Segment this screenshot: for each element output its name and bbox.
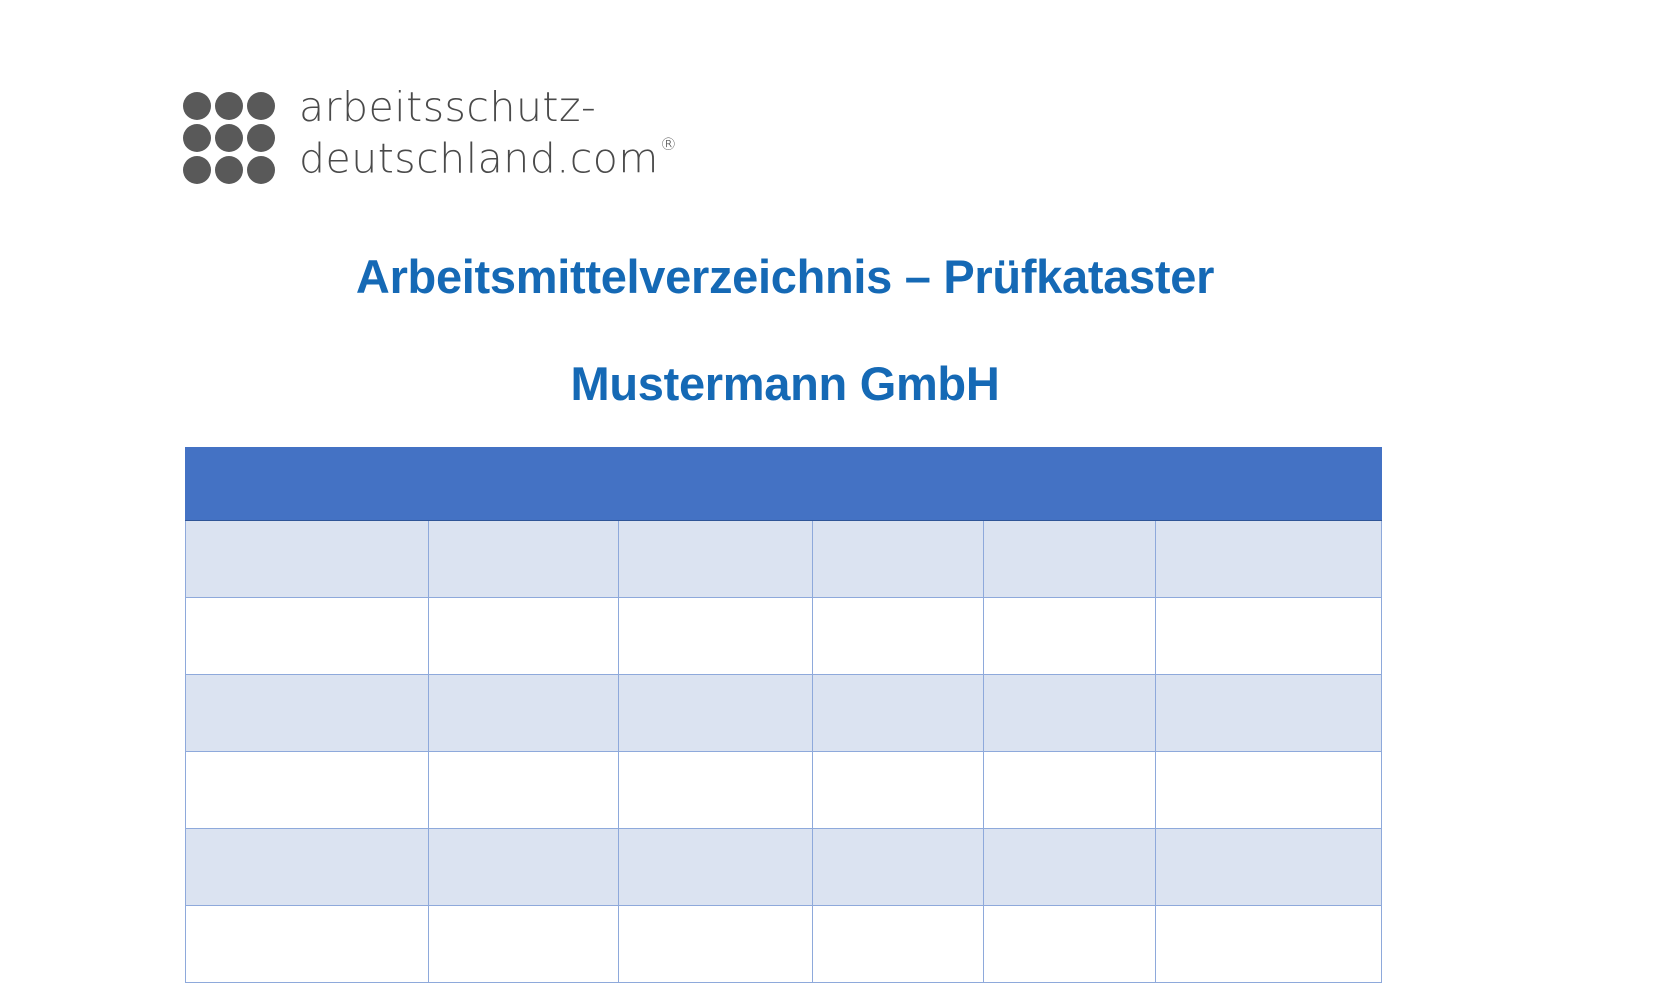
nine-dots-grid-icon	[183, 92, 277, 186]
table-cell[interactable]	[428, 751, 619, 829]
table-cell[interactable]	[811, 905, 985, 983]
table-cell[interactable]	[184, 828, 430, 906]
table-cell[interactable]	[428, 674, 619, 752]
table-cell[interactable]	[1155, 905, 1382, 983]
table-cell[interactable]	[1155, 520, 1382, 598]
table-body	[184, 520, 1382, 983]
table-cell[interactable]	[983, 751, 1157, 829]
table-cell[interactable]	[428, 597, 619, 675]
logo-dot	[247, 156, 275, 184]
table-cell[interactable]	[617, 828, 813, 906]
table-cell[interactable]	[184, 905, 430, 983]
table-cell[interactable]	[983, 597, 1157, 675]
table-header-cell	[1155, 447, 1382, 521]
page-title: Arbeitsmittelverzeichnis – Prüfkataster	[355, 250, 1215, 303]
logo-dot	[183, 124, 211, 152]
table-cell[interactable]	[811, 751, 985, 829]
table-row[interactable]	[184, 674, 1382, 752]
logo-wordmark: arbeitsschutz-deutschland.com®	[299, 83, 678, 183]
table-cell[interactable]	[983, 905, 1157, 983]
table-cell[interactable]	[1155, 828, 1382, 906]
table-cell[interactable]	[617, 751, 813, 829]
page-subtitle: Mustermann GmbH	[570, 357, 1000, 410]
table-cell[interactable]	[983, 674, 1157, 752]
table-cell[interactable]	[184, 674, 430, 752]
table-cell[interactable]	[983, 520, 1157, 598]
logo-wordmark-line-2: deutschland.com	[299, 134, 659, 183]
table-cell[interactable]	[617, 520, 813, 598]
table-cell[interactable]	[617, 905, 813, 983]
table-header-cell	[811, 447, 985, 521]
table-row[interactable]	[184, 828, 1382, 906]
table-cell[interactable]	[1155, 597, 1382, 675]
registered-trademark-icon: ®	[659, 135, 678, 155]
table-header-row	[184, 447, 1382, 521]
table-header-cell	[428, 447, 619, 521]
table-row[interactable]	[184, 905, 1382, 983]
table-header-cell	[617, 447, 813, 521]
logo-dot	[247, 124, 275, 152]
logo-dot	[183, 92, 211, 120]
logo-dot	[215, 92, 243, 120]
table-cell[interactable]	[428, 905, 619, 983]
logo-dot	[215, 124, 243, 152]
table-cell[interactable]	[428, 520, 619, 598]
logo-dot	[247, 92, 275, 120]
table-cell[interactable]	[184, 520, 430, 598]
table-cell[interactable]	[811, 674, 985, 752]
table-cell[interactable]	[1155, 751, 1382, 829]
logo-dot	[183, 156, 211, 184]
logo-wordmark-line-1: arbeitsschutz-	[299, 83, 597, 131]
table-cell[interactable]	[617, 597, 813, 675]
table-row[interactable]	[184, 597, 1382, 675]
table-cell[interactable]	[1155, 674, 1382, 752]
table-row[interactable]	[184, 751, 1382, 829]
table-header-cell	[184, 447, 430, 521]
table-cell[interactable]	[184, 597, 430, 675]
table-cell[interactable]	[811, 828, 985, 906]
logo-dot	[215, 156, 243, 184]
table-cell[interactable]	[983, 828, 1157, 906]
equipment-register-table	[184, 447, 1382, 983]
table-cell[interactable]	[811, 597, 985, 675]
site-logo: arbeitsschutz-deutschland.com®	[183, 84, 677, 186]
table-header-cell	[983, 447, 1157, 521]
table-row[interactable]	[184, 520, 1382, 598]
table-cell[interactable]	[428, 828, 619, 906]
table-cell[interactable]	[811, 520, 985, 598]
table-cell[interactable]	[617, 674, 813, 752]
table-cell[interactable]	[184, 751, 430, 829]
